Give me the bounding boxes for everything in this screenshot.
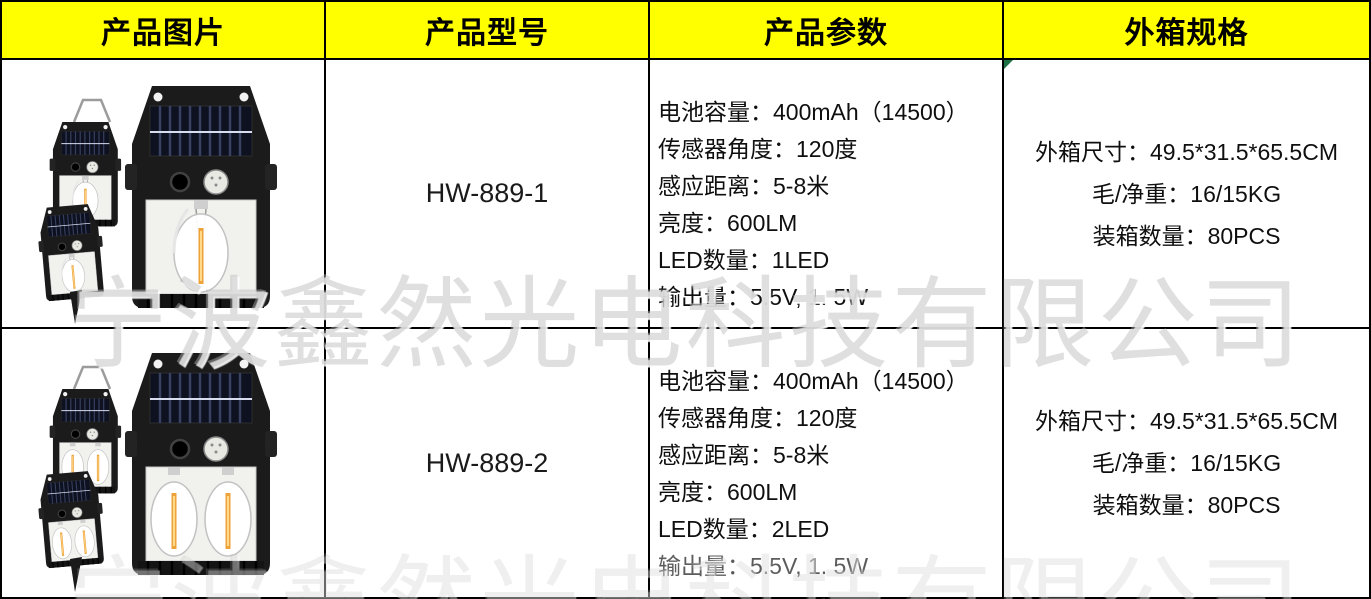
param-line: 传感器角度：120度: [658, 136, 858, 162]
header-product-image: 产品图片: [2, 2, 326, 60]
header-label: 产品型号: [425, 17, 549, 50]
params-cell-row2: 电池容量：400mAh（14500） 传感器角度：120度 感应距离：5-8米 …: [650, 329, 1004, 597]
param-line: LED数量：1LED: [658, 247, 830, 273]
param-line: LED数量：2LED: [658, 516, 830, 542]
model-cell-row2: HW-889-2: [326, 329, 650, 597]
param-line: 感应距离：5-8米: [658, 442, 830, 468]
box-spec-line: 装箱数量：80PCS: [1092, 492, 1281, 518]
params-cell-row1: 电池容量：400mAh（14500） 传感器角度：120度 感应距离：5-8米 …: [650, 60, 1004, 329]
wall-solar-lamp-2-bulb-icon: [34, 329, 324, 592]
box-spec-line: 装箱数量：80PCS: [1092, 222, 1281, 249]
param-line: 输出量：5.5V, 1. 5W: [658, 553, 869, 579]
header-product-model: 产品型号: [326, 2, 650, 60]
header-label: 产品图片: [101, 17, 225, 50]
cell-error-indicator-icon: [1004, 60, 1013, 69]
param-line: 传感器角度：120度: [658, 405, 858, 431]
stake-solar-lamp-icon: [34, 202, 109, 324]
param-line: 电池容量：400mAh（14500）: [658, 99, 969, 125]
stake-solar-lamp-icon: [34, 469, 109, 592]
param-line: 亮度：600LM: [658, 210, 798, 236]
wall-solar-lamp-1-bulb-icon: [34, 60, 324, 324]
hanging-solar-wall-lamp-icon: [48, 365, 123, 495]
param-line: 感应距离：5-8米: [658, 173, 830, 199]
param-line: 输出量：5.5V, 1. 5W: [658, 284, 869, 310]
model-number: HW-889-2: [425, 447, 549, 478]
model-cell-row1: HW-889-1: [326, 60, 650, 329]
header-label: 产品参数: [764, 17, 888, 50]
header-box-spec: 外箱规格: [1004, 2, 1369, 60]
box-spec-line: 外箱尺寸：49.5*31.5*65.5CM: [1035, 138, 1338, 165]
wall-solar-lamp-main-icon: [125, 353, 277, 575]
product-photo-cell-row2: [2, 329, 326, 597]
header-product-params: 产品参数: [650, 2, 1004, 60]
param-line: 亮度：600LM: [658, 479, 798, 505]
box-spec-cell-row2: 外箱尺寸：49.5*31.5*65.5CM 毛/净重：16/15KG 装箱数量：…: [1004, 329, 1369, 597]
box-spec-line: 毛/净重：16/15KG: [1091, 450, 1282, 476]
box-spec-cell-row1: 外箱尺寸：49.5*31.5*65.5CM 毛/净重：16/15KG 装箱数量：…: [1004, 60, 1369, 329]
box-spec-line: 外箱尺寸：49.5*31.5*65.5CM: [1035, 408, 1338, 434]
param-line: 电池容量：400mAh（14500）: [658, 368, 969, 394]
wall-solar-lamp-main-icon: [125, 86, 277, 308]
product-photo-cell-row1: [2, 60, 326, 329]
hanging-solar-wall-lamp-icon: [48, 98, 123, 228]
model-number: HW-889-1: [425, 178, 549, 208]
header-label: 外箱规格: [1124, 17, 1249, 50]
box-spec-line: 毛/净重：16/15KG: [1091, 180, 1282, 207]
